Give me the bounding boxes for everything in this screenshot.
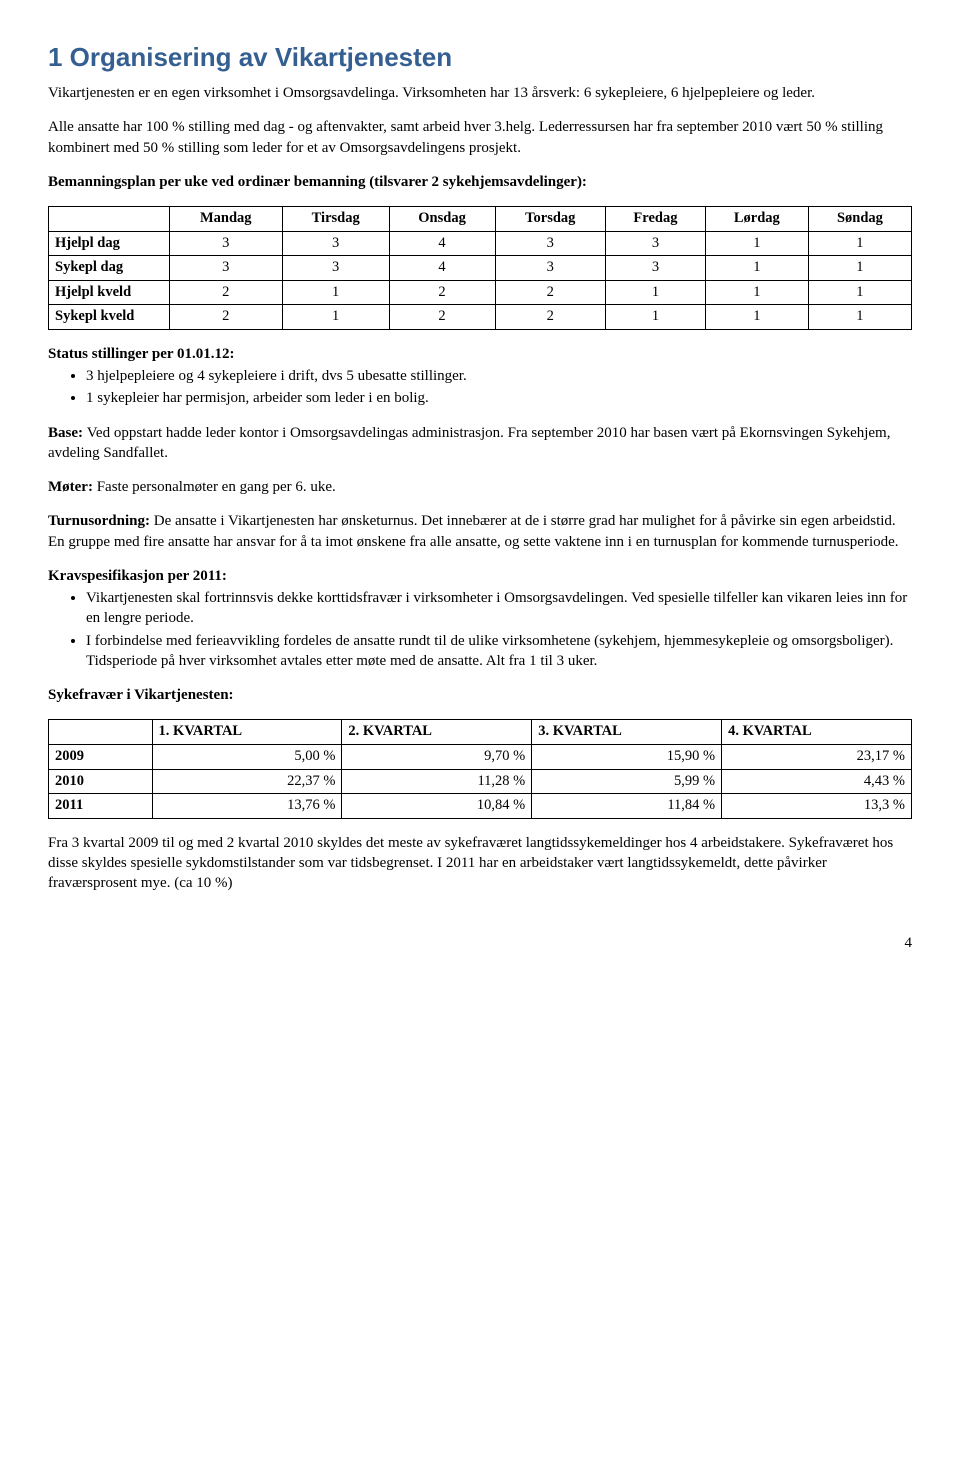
turnus-paragraph: Turnusordning: De ansatte i Vikartjenest… [48,511,912,552]
table-cell: 13,3 % [722,794,912,819]
table-cell: 2 [495,305,606,330]
list-item: Vikartjenesten skal fortrinnsvis dekke k… [86,588,912,629]
table-cell: 2 [389,305,495,330]
list-item: I forbindelse med ferieavvikling fordele… [86,631,912,672]
table-cell: 3 [282,256,389,281]
moter-paragraph: Møter: Faste personalmøter en gang per 6… [48,477,912,497]
table-row: 2011 13,76 % 10,84 % 11,84 % 13,3 % [49,794,912,819]
absence-heading: Sykefravær i Vikartjenesten: [48,685,912,705]
table-cell: 3 [169,256,282,281]
table-header: Mandag [169,207,282,232]
table-header: Lørdag [705,207,808,232]
base-text: Ved oppstart hadde leder kontor i Omsorg… [48,425,890,461]
table-cell: 4 [389,231,495,256]
table-cell: 1 [606,305,706,330]
turnus-label: Turnusordning: [48,513,154,529]
table-cell: Sykepl kveld [49,305,170,330]
table-cell: 15,90 % [532,744,722,769]
table-cell: 1 [808,280,911,305]
table-row: 1. KVARTAL 2. KVARTAL 3. KVARTAL 4. KVAR… [49,720,912,745]
table-cell: 3 [495,256,606,281]
table-cell: 1 [808,305,911,330]
table-header: 4. KVARTAL [722,720,912,745]
table-row: Hjelpl kveld 2 1 2 2 1 1 1 [49,280,912,305]
table-cell: 22,37 % [152,769,342,794]
table-cell: 11,84 % [532,794,722,819]
bemanning-lead: Bemanningsplan per uke ved ordinær beman… [48,172,912,192]
table-cell: 3 [606,256,706,281]
table-cell: Hjelpl kveld [49,280,170,305]
table-cell: 3 [606,231,706,256]
table-cell: 5,99 % [532,769,722,794]
table-cell: 2009 [49,744,153,769]
intro-paragraph-1: Vikartjenesten er en egen virksomhet i O… [48,83,912,103]
krav-heading: Kravspesifikasjon per 2011: [48,566,912,586]
table-header: Tirsdag [282,207,389,232]
status-bullet-list: 3 hjelpepleiere og 4 sykepleiere i drift… [48,366,912,409]
table-cell: 3 [282,231,389,256]
table-header: 3. KVARTAL [532,720,722,745]
table-cell: 9,70 % [342,744,532,769]
table-cell: 2 [169,280,282,305]
moter-text: Faste personalmøter en gang per 6. uke. [97,479,336,495]
table-cell: 1 [705,231,808,256]
table-cell: 4,43 % [722,769,912,794]
table-cell: 1 [282,305,389,330]
table-cell: 2011 [49,794,153,819]
table-cell: 4 [389,256,495,281]
table-cell: 11,28 % [342,769,532,794]
closing-paragraph: Fra 3 kvartal 2009 til og med 2 kvartal … [48,833,912,894]
table-header: 1. KVARTAL [152,720,342,745]
table-cell: 1 [705,256,808,281]
table-cell: 10,84 % [342,794,532,819]
table-header: Torsdag [495,207,606,232]
table-cell: 1 [705,280,808,305]
table-header: Onsdag [389,207,495,232]
table-cell: 23,17 % [722,744,912,769]
table-row: Sykepl dag 3 3 4 3 3 1 1 [49,256,912,281]
table-cell: 3 [495,231,606,256]
table-header [49,207,170,232]
table-row: Mandag Tirsdag Onsdag Torsdag Fredag Lør… [49,207,912,232]
table-cell: Sykepl dag [49,256,170,281]
base-paragraph: Base: Ved oppstart hadde leder kontor i … [48,423,912,464]
table-row: 2009 5,00 % 9,70 % 15,90 % 23,17 % [49,744,912,769]
table-row: 2010 22,37 % 11,28 % 5,99 % 4,43 % [49,769,912,794]
table-cell: 3 [169,231,282,256]
table-cell: Hjelpl dag [49,231,170,256]
base-label: Base: [48,425,87,441]
table-cell: 2 [389,280,495,305]
list-item: 3 hjelpepleiere og 4 sykepleiere i drift… [86,366,912,386]
intro-paragraph-2: Alle ansatte har 100 % stilling med dag … [48,117,912,158]
table-header: 2. KVARTAL [342,720,532,745]
page-number: 4 [48,933,912,953]
table-header: Fredag [606,207,706,232]
table-row: Hjelpl dag 3 3 4 3 3 1 1 [49,231,912,256]
table-cell: 1 [606,280,706,305]
turnus-text: De ansatte i Vikartjenesten har ønsketur… [48,513,899,549]
staffing-table: Mandag Tirsdag Onsdag Torsdag Fredag Lør… [48,206,912,330]
table-header [49,720,153,745]
krav-bullet-list: Vikartjenesten skal fortrinnsvis dekke k… [48,588,912,671]
table-cell: 2 [495,280,606,305]
table-cell: 5,00 % [152,744,342,769]
table-cell: 2 [169,305,282,330]
table-cell: 1 [808,231,911,256]
table-cell: 1 [705,305,808,330]
table-row: Sykepl kveld 2 1 2 2 1 1 1 [49,305,912,330]
list-item: 1 sykepleier har permisjon, arbeider som… [86,388,912,408]
table-cell: 1 [282,280,389,305]
table-cell: 1 [808,256,911,281]
table-header: Søndag [808,207,911,232]
moter-label: Møter: [48,479,97,495]
status-heading: Status stillinger per 01.01.12: [48,344,912,364]
table-cell: 13,76 % [152,794,342,819]
section-heading: 1 Organisering av Vikartjenesten [48,40,912,75]
absence-table: 1. KVARTAL 2. KVARTAL 3. KVARTAL 4. KVAR… [48,719,912,818]
table-cell: 2010 [49,769,153,794]
